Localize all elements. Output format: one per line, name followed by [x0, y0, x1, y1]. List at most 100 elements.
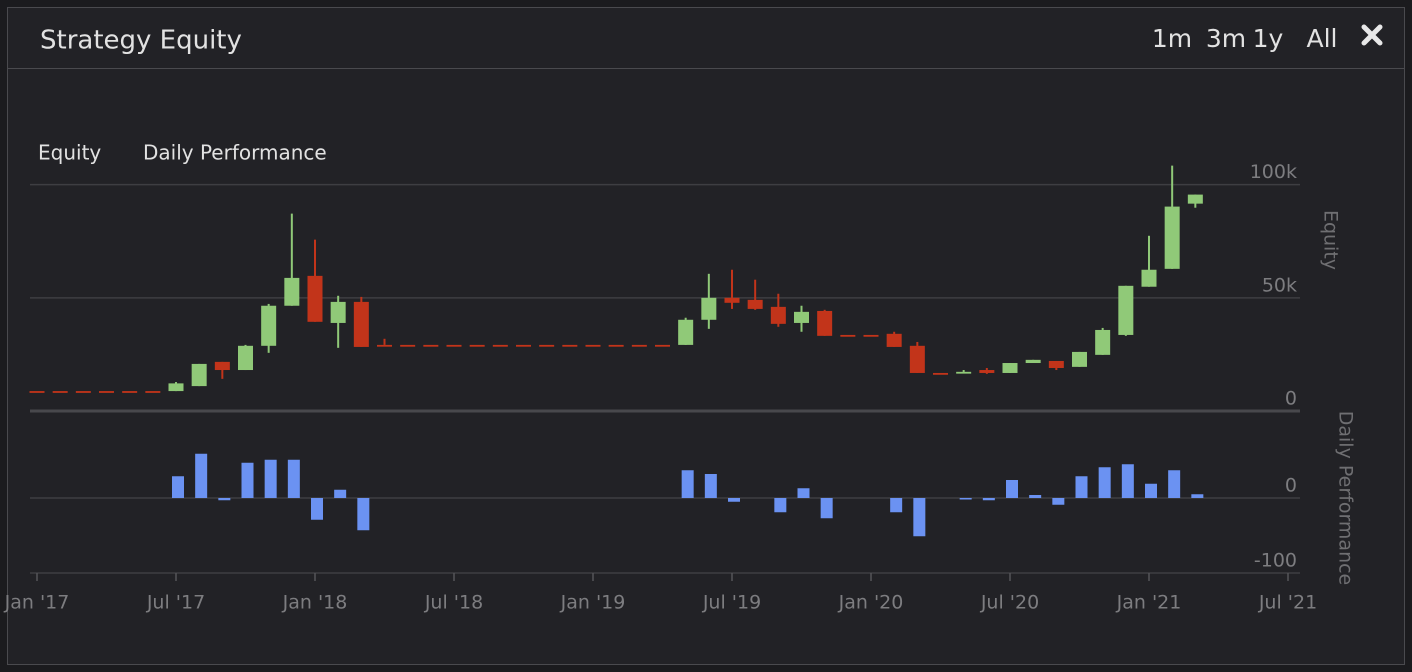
candle-body [1002, 363, 1018, 373]
panel-title: Strategy Equity [40, 26, 242, 56]
x-tick-label: Jul '17 [146, 592, 205, 614]
candle-body [840, 334, 856, 337]
bar [681, 470, 694, 498]
bar [959, 498, 972, 500]
candle-body [99, 391, 114, 393]
x-tick-label: Jul '21 [1258, 592, 1317, 614]
bar [820, 498, 833, 519]
bar [1098, 467, 1111, 498]
x-tick-label: Jan '20 [838, 592, 904, 614]
x-tick-label: Jul '20 [980, 592, 1039, 614]
bar [1168, 470, 1181, 498]
candle-body [701, 297, 717, 320]
x-tick-label: Jan '18 [282, 592, 348, 614]
candle-body [1025, 359, 1041, 364]
candle-body [145, 391, 161, 393]
bar [982, 498, 995, 501]
range-button[interactable]: 1m [1152, 24, 1192, 53]
bar [774, 498, 787, 513]
range-button[interactable]: 1y [1253, 24, 1284, 53]
bar [728, 498, 740, 502]
candle-body [1118, 285, 1134, 335]
bar [1029, 495, 1042, 498]
x-tick-label: Jul '18 [424, 592, 483, 614]
candle-body [770, 306, 786, 324]
candle-body [330, 301, 346, 323]
bar [1145, 483, 1157, 498]
candle-body [446, 344, 462, 347]
bar [1075, 476, 1088, 498]
candle-body [631, 344, 647, 347]
close-button[interactable] [1361, 24, 1383, 46]
candle-body [492, 344, 508, 347]
bar [913, 498, 926, 537]
bar [264, 459, 277, 498]
candle-body [655, 344, 670, 347]
candle-body [400, 344, 416, 347]
range-button[interactable]: 3m [1206, 24, 1246, 53]
candle-body [585, 344, 601, 347]
bar [704, 474, 717, 498]
candle-body [122, 391, 138, 393]
bar [311, 498, 323, 520]
candle-body [214, 361, 230, 371]
candle-body [261, 305, 277, 346]
bar [1121, 464, 1134, 498]
candle-body [562, 344, 578, 347]
y-tick-label: 50k [1262, 274, 1297, 296]
bar [241, 462, 254, 498]
candle-body [747, 299, 763, 309]
x-tick-label: Jan '17 [4, 592, 70, 614]
candle-body [863, 334, 879, 337]
candle-body [794, 311, 809, 323]
bar [357, 498, 370, 531]
bar [172, 476, 184, 498]
candle-body [724, 297, 740, 303]
candle-body [979, 370, 995, 373]
x-tick-label: Jul '19 [702, 592, 761, 614]
legend-entry: Equity [38, 141, 101, 165]
panel-frame [7, 7, 1405, 665]
candle-body [909, 345, 925, 373]
y-tick-label: 0 [1285, 388, 1297, 410]
y-tick-label: -100 [1254, 550, 1297, 572]
candle-body [191, 363, 207, 387]
legend-entry: Daily Performance [143, 141, 327, 165]
bar [1191, 494, 1204, 498]
candle-body [469, 344, 485, 347]
candle-body [29, 391, 45, 393]
y-tick-label: 0 [1285, 475, 1297, 497]
candle-body [886, 333, 902, 347]
candle-body [168, 383, 184, 392]
candle-body [353, 301, 369, 347]
candle-body [516, 344, 531, 347]
candle-body [1048, 360, 1064, 368]
y-axis-title: Daily Performance [1335, 411, 1357, 586]
candle-body [539, 344, 555, 347]
range-button[interactable]: All [1307, 24, 1338, 53]
candle-body [1072, 351, 1087, 367]
bar [218, 498, 231, 501]
bar [334, 489, 347, 498]
candle-body [377, 344, 392, 347]
candle-body [933, 372, 948, 375]
candle-body [678, 319, 694, 345]
candle-body [1164, 206, 1180, 269]
bar [1052, 498, 1065, 505]
candle-body [608, 344, 624, 347]
bar [195, 453, 208, 498]
bar [890, 498, 903, 513]
bar [1006, 480, 1018, 498]
candle-body [75, 391, 91, 393]
candle-body [956, 371, 972, 374]
bar [287, 459, 300, 498]
candle-body [1141, 269, 1157, 287]
candle-body [1095, 329, 1111, 355]
y-tick-label: 100k [1250, 161, 1297, 183]
candle-body [52, 391, 68, 393]
x-tick-label: Jan '21 [1116, 592, 1182, 614]
candle-body [1187, 194, 1203, 204]
candle-body [284, 277, 300, 306]
